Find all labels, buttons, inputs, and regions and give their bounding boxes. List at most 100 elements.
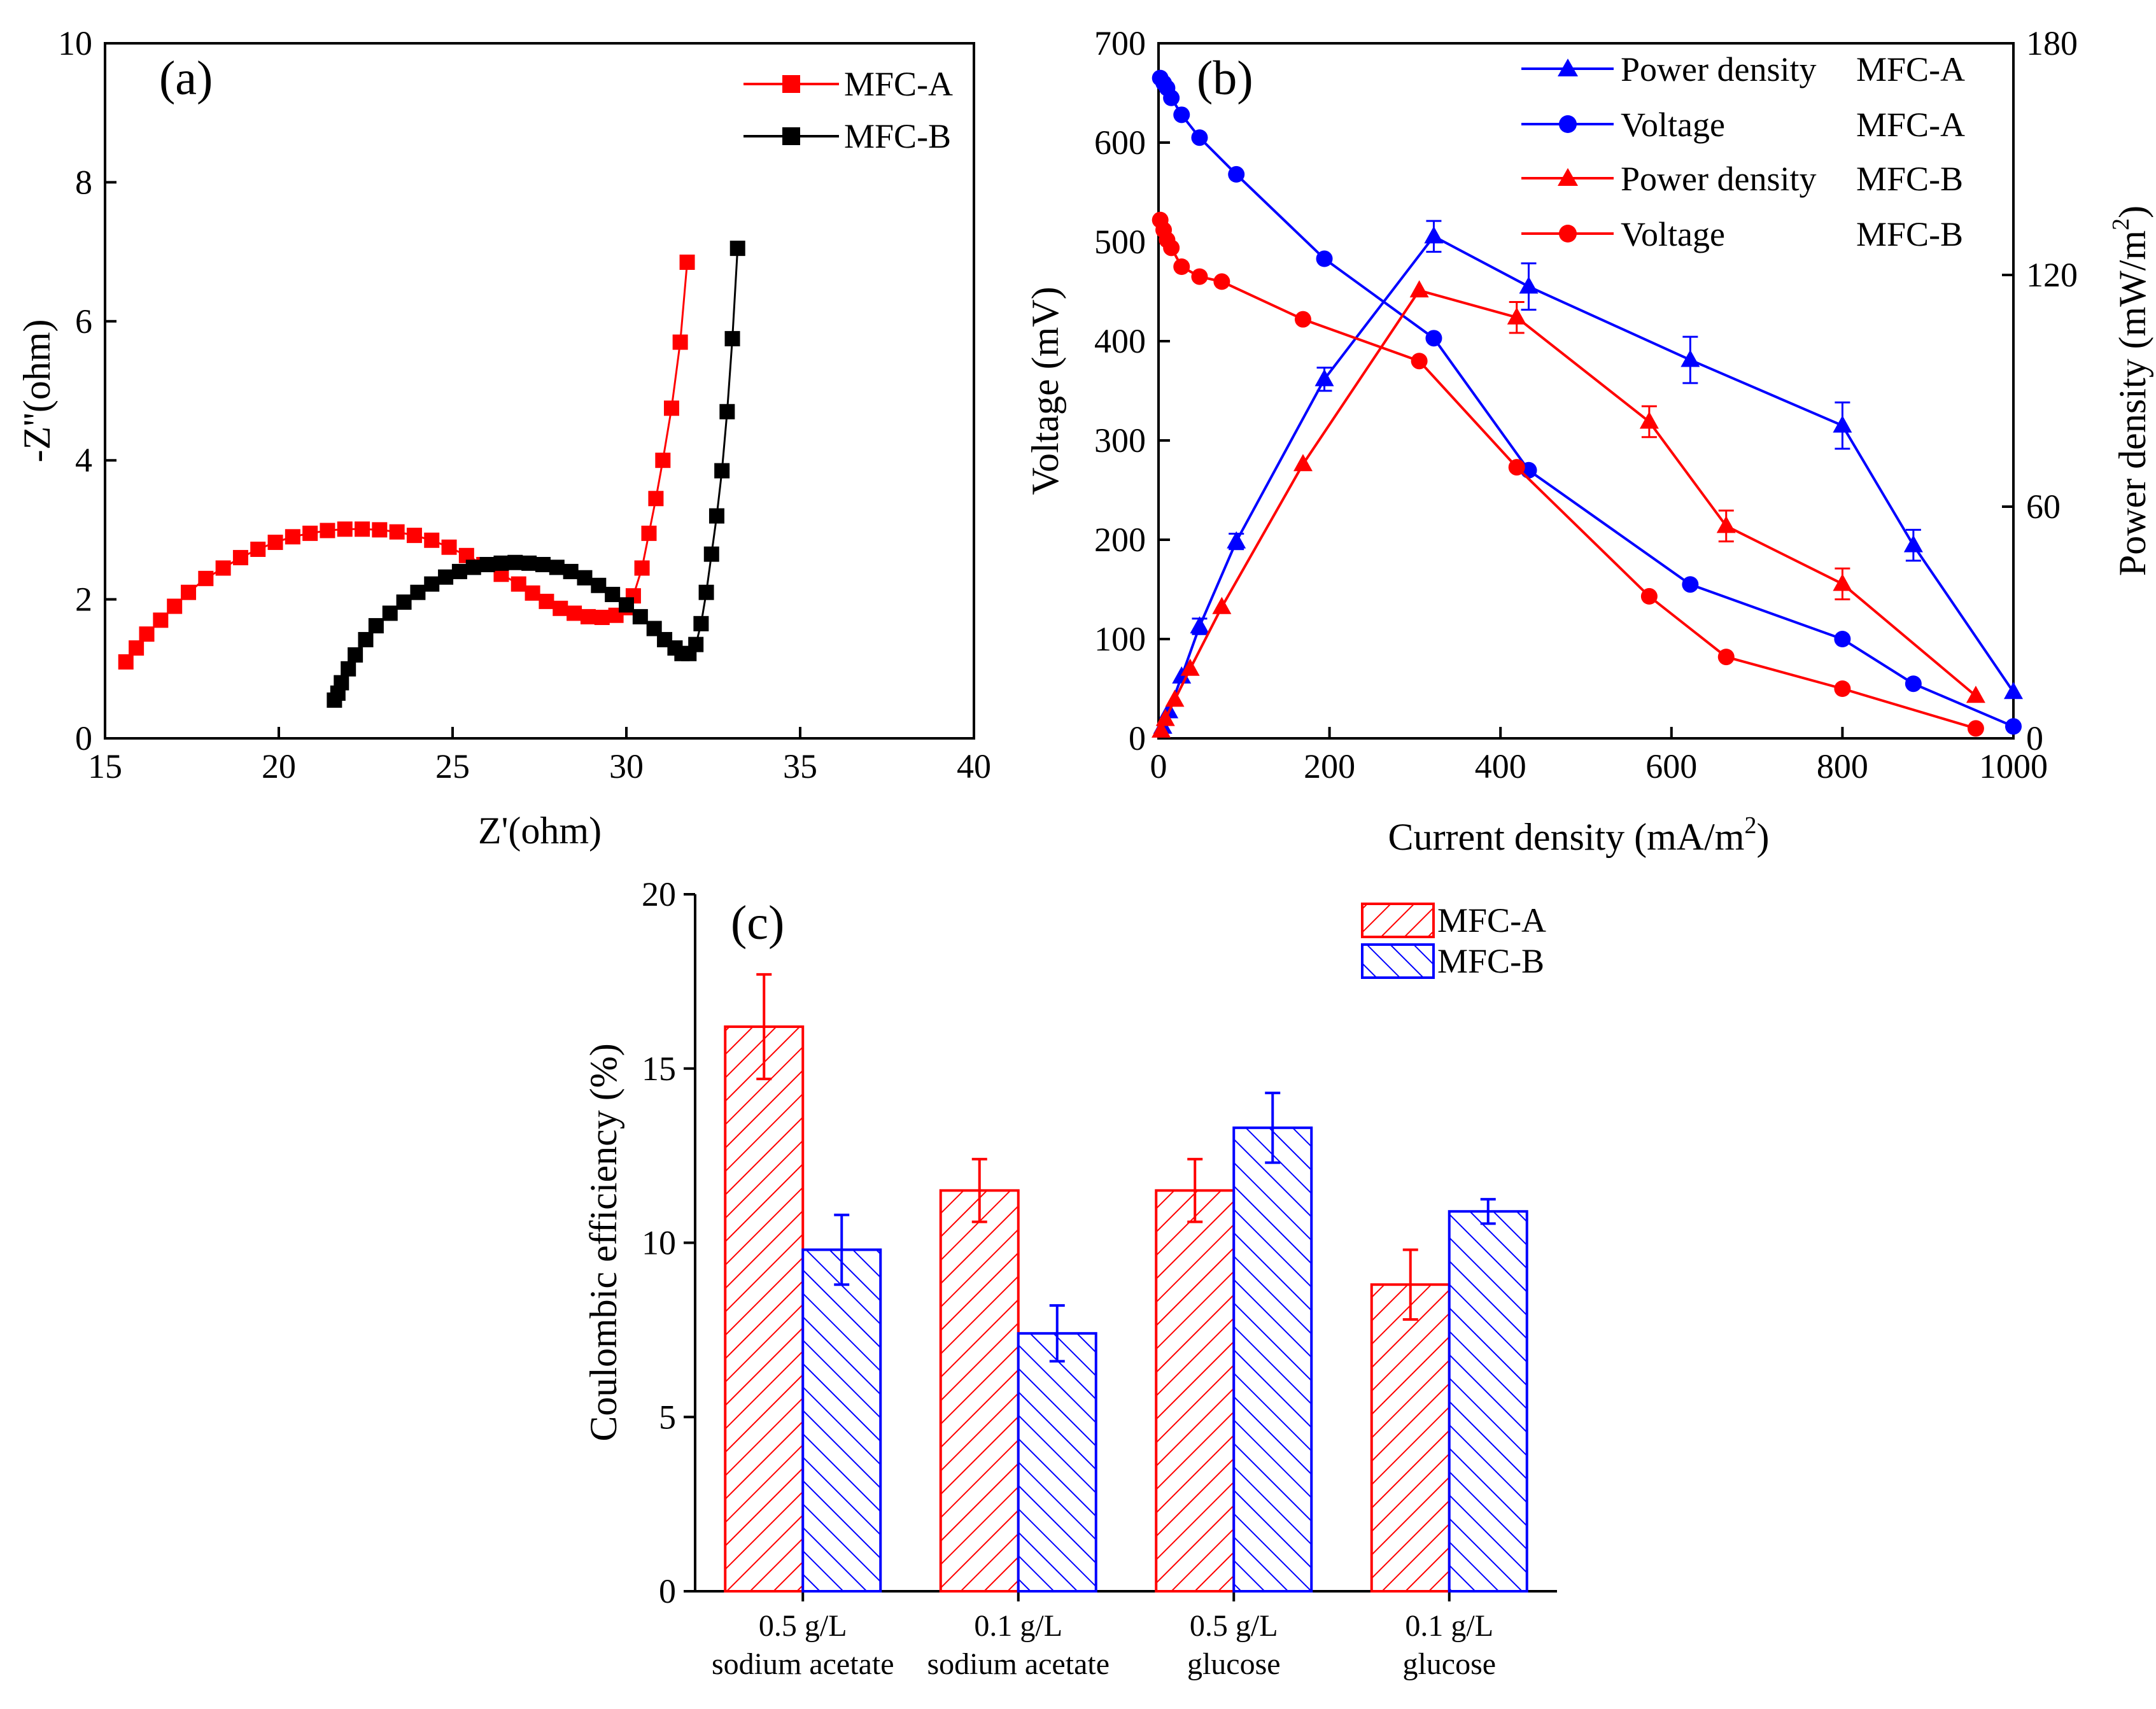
panel-a-eis-chart: 15 20 25 30 35 40 0 2 4 6 8 10 (a) Z'(ohm) -Z''(ohm… <box>16 24 991 852</box>
data-point-power-density-mfc-a <box>2004 682 2023 700</box>
y2-tick-label: 60 <box>2026 488 2061 526</box>
data-point-mfc-a <box>567 605 582 621</box>
category-label: sodium acetate <box>927 1647 1110 1681</box>
x-tick-label: 600 <box>1645 747 1697 785</box>
data-point-mfc-b <box>348 647 363 663</box>
data-point-mfc-b <box>605 586 621 602</box>
data-point-power-density-mfc-b <box>1507 307 1526 325</box>
category-label: glucose <box>1187 1647 1281 1681</box>
data-point-power-density-mfc-b <box>1716 516 1736 533</box>
y-tick-label: 400 <box>1094 322 1146 360</box>
bar-mfc-a <box>724 1025 805 1593</box>
x-tick-label: 20 <box>262 747 296 785</box>
panel-b-ticks: 0 200 400 600 800 100001002003004005006007000… <box>1094 24 2078 785</box>
legend-label-power-mfc-a-right: MFC-A <box>1856 50 1965 88</box>
series-line-power-density-mfc-b <box>1160 288 1977 731</box>
data-point-mfc-a <box>153 612 169 628</box>
data-point-mfc-a <box>372 522 388 538</box>
data-point-mfc-b <box>703 546 719 562</box>
data-point-voltage-mfc-a <box>1173 106 1190 123</box>
panel-a-series <box>118 241 745 708</box>
bar-mfc-b <box>1448 1210 1528 1593</box>
panel-b-x-axis-label-end: ) <box>1756 816 1769 858</box>
legend-marker-voltage-mfc-a <box>1559 115 1577 133</box>
data-point-voltage-mfc-b <box>1411 353 1428 370</box>
y-tick-label: 2 <box>75 580 92 619</box>
data-point-power-density-mfc-b <box>1155 708 1175 726</box>
panel-a-legend: MFC-A MFC-B <box>743 65 953 155</box>
data-point-mfc-b <box>698 584 714 600</box>
data-point-mfc-a <box>118 654 134 670</box>
y-tick-label: 4 <box>75 441 92 479</box>
data-point-mfc-a <box>539 593 554 609</box>
y-tick-label: 300 <box>1094 421 1146 460</box>
series-line-power-density-mfc-a <box>1161 234 2015 728</box>
data-point-mfc-b <box>382 605 398 621</box>
data-point-mfc-a <box>525 585 540 601</box>
data-point-mfc-b <box>396 594 412 610</box>
data-point-mfc-a <box>389 524 405 540</box>
data-point-mfc-a <box>198 570 214 586</box>
data-point-mfc-a <box>663 400 679 416</box>
category-label: 0.1 g/L <box>974 1609 1062 1643</box>
data-point-mfc-a <box>355 521 370 537</box>
x-tick-label: 400 <box>1475 747 1526 785</box>
category-label: sodium acetate <box>712 1647 894 1681</box>
series-line-voltage-mfc-b <box>1159 220 1976 730</box>
data-point-voltage-mfc-b <box>1967 720 1984 737</box>
data-point-mfc-a <box>641 525 657 541</box>
data-point-mfc-b <box>708 508 724 524</box>
data-point-mfc-a <box>337 521 353 537</box>
data-point-mfc-a <box>129 640 144 656</box>
data-point-mfc-b <box>438 569 454 585</box>
data-point-voltage-mfc-b <box>1508 459 1525 476</box>
data-point-mfc-a <box>553 600 568 616</box>
legend-label-power-mfc-a-left: Power density <box>1621 50 1816 88</box>
data-point-voltage-mfc-b <box>1640 587 1658 605</box>
category-label: glucose <box>1402 1647 1496 1681</box>
bar-mfc-b <box>1232 1126 1313 1593</box>
data-point-mfc-b <box>451 563 467 579</box>
data-point-mfc-a <box>181 584 197 600</box>
data-point-voltage-mfc-a <box>2005 718 2022 735</box>
data-point-mfc-a <box>655 453 671 468</box>
y-tick-label: 0 <box>659 1572 676 1610</box>
data-point-mfc-a <box>441 539 457 555</box>
data-point-power-density-mfc-a <box>1903 535 1923 552</box>
data-point-mfc-a <box>511 576 526 592</box>
y-tick-label: 6 <box>75 302 92 341</box>
y2-tick-label: 0 <box>2026 719 2043 757</box>
data-point-voltage-mfc-b <box>1717 649 1735 666</box>
data-point-mfc-b <box>424 576 440 592</box>
panel-c-bars <box>724 973 1528 1593</box>
y-tick-label: 200 <box>1094 521 1146 559</box>
y-tick-label: 500 <box>1094 223 1146 261</box>
legend-label-voltage-mfc-b-right: MFC-B <box>1856 215 1963 253</box>
data-point-mfc-a <box>594 609 610 625</box>
legend-label-c-mfc-b: MFC-B <box>1437 942 1544 980</box>
data-point-mfc-b <box>632 608 648 624</box>
legend-label-power-mfc-b-right: MFC-B <box>1856 160 1963 198</box>
data-point-mfc-b <box>334 675 349 691</box>
panel-b-series <box>1152 69 2023 738</box>
data-point-mfc-b <box>714 463 730 479</box>
data-point-voltage-mfc-a <box>1191 129 1208 146</box>
panel-c-ticks: 0 5 10 15 20 0.5 g/L sodium acetate 0.1 g/L sodi… <box>642 875 1496 1681</box>
data-point-mfc-b <box>507 554 523 570</box>
data-point-voltage-mfc-a <box>1163 89 1180 106</box>
panel-b-y-axis-label: Voltage (mV) <box>1024 286 1066 495</box>
panel-b-y2-axis-label-main: Power density (mW/m <box>2111 230 2153 576</box>
panel-c-label: (c) <box>731 896 784 950</box>
data-point-power-density-mfc-b <box>1409 280 1429 298</box>
data-point-mfc-b <box>619 597 634 613</box>
data-point-power-density-mfc-b <box>1180 658 1200 676</box>
data-point-mfc-b <box>368 618 384 634</box>
legend-swatch-mfc-b <box>1361 943 1435 979</box>
legend-label-mfc-a: MFC-A <box>844 65 953 103</box>
y-tick-label: 700 <box>1094 24 1146 62</box>
x-tick-label: 40 <box>957 747 991 785</box>
data-point-voltage-mfc-b <box>1213 273 1230 290</box>
y-tick-label: 20 <box>642 875 676 913</box>
data-point-mfc-a <box>250 541 266 557</box>
y2-tick-label: 120 <box>2026 256 2078 294</box>
